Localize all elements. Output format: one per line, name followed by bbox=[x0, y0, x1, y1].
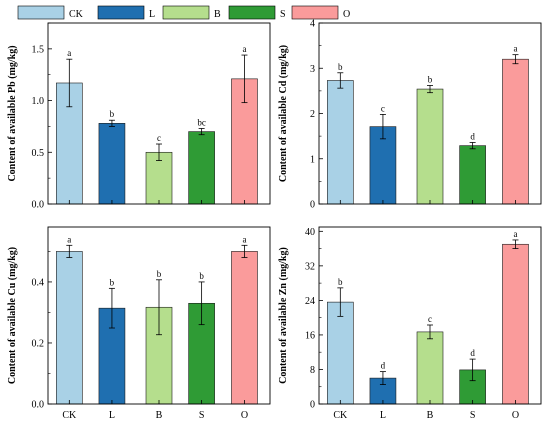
y-tick-label: 2 bbox=[310, 109, 315, 120]
significance-letter: d bbox=[470, 348, 475, 358]
legend-swatch bbox=[97, 5, 145, 20]
significance-letter: a bbox=[513, 229, 517, 239]
legend-label: S bbox=[280, 9, 286, 20]
significance-letter: b bbox=[199, 271, 204, 281]
legend-item-ck: CK bbox=[17, 5, 84, 20]
bar-s bbox=[188, 131, 215, 205]
legend-label: L bbox=[149, 9, 155, 20]
y-tick-label: 0.5 bbox=[32, 148, 45, 159]
x-tick-label: S bbox=[470, 410, 476, 421]
bar-ck bbox=[56, 251, 83, 405]
significance-letter: b bbox=[338, 62, 343, 72]
significance-letter: b bbox=[428, 74, 433, 84]
legend-swatch bbox=[291, 5, 339, 20]
legend-swatch bbox=[162, 5, 210, 20]
bar-l bbox=[98, 123, 126, 205]
y-tick-label: 4 bbox=[310, 19, 315, 30]
y-tick-label: 0 bbox=[310, 400, 315, 411]
y-axis-label: Content of available Cu (mg/kg) bbox=[7, 247, 18, 384]
significance-letter: b bbox=[157, 269, 162, 279]
y-tick-label: 0.0 bbox=[32, 200, 45, 211]
x-tick-label: B bbox=[156, 410, 163, 421]
legend-swatch bbox=[17, 5, 65, 20]
x-tick-label: B bbox=[427, 410, 434, 421]
bar-s bbox=[459, 145, 486, 205]
y-tick-label: 0 bbox=[310, 200, 315, 211]
y-tick-label: 16 bbox=[305, 330, 315, 341]
significance-letter: d bbox=[381, 361, 386, 371]
x-tick-label: S bbox=[199, 410, 205, 421]
legend-item-o: O bbox=[291, 5, 350, 20]
y-tick-label: 0.4 bbox=[32, 277, 45, 288]
y-tick-label: 40 bbox=[305, 227, 315, 238]
significance-letter: a bbox=[242, 44, 246, 54]
legend-item-b: B bbox=[162, 5, 221, 20]
significance-letter: c bbox=[428, 314, 432, 324]
x-tick-label: CK bbox=[333, 410, 348, 421]
significance-letter: bc bbox=[197, 117, 206, 127]
significance-letter: a bbox=[513, 44, 517, 54]
significance-letter: a bbox=[67, 234, 71, 244]
legend-label: B bbox=[214, 9, 221, 20]
y-axis-label: Content of available Pb (mg/kg) bbox=[7, 45, 18, 181]
legend-swatch bbox=[228, 5, 276, 20]
chart-panel-4: b d c d a 0 8 16 24 32 40 CK L B S O Content of availabl… bbox=[278, 226, 542, 421]
legend-item-s: S bbox=[228, 5, 286, 20]
significance-letter: b bbox=[110, 277, 115, 287]
y-tick-label: 8 bbox=[310, 365, 315, 376]
significance-letter: c bbox=[381, 103, 385, 113]
legend-item-l: L bbox=[97, 5, 155, 20]
significance-letter: a bbox=[242, 234, 246, 244]
y-tick-label: 0.0 bbox=[32, 400, 45, 411]
y-axis-label: Content of available Zn (mg/kg) bbox=[278, 247, 289, 384]
y-tick-label: 32 bbox=[305, 261, 315, 272]
y-tick-label: 3 bbox=[310, 64, 315, 75]
legend-label: CK bbox=[69, 9, 84, 20]
y-tick-label: 0.2 bbox=[32, 338, 45, 349]
bar-o bbox=[502, 243, 529, 405]
y-tick-label: 24 bbox=[305, 296, 315, 307]
y-axis-label: Content of available Cd (mg/kg) bbox=[278, 45, 289, 182]
bar-ck bbox=[327, 80, 354, 205]
significance-letter: c bbox=[157, 133, 161, 143]
x-tick-label: O bbox=[512, 410, 519, 421]
significance-letter: d bbox=[470, 131, 475, 141]
bar-l bbox=[369, 126, 397, 205]
significance-letter: a bbox=[67, 48, 71, 58]
y-tick-label: 1.0 bbox=[32, 96, 45, 107]
x-tick-label: L bbox=[109, 410, 115, 421]
bar-b bbox=[416, 331, 444, 405]
bar-b bbox=[416, 88, 444, 205]
bar-o bbox=[502, 58, 529, 205]
x-tick-label: L bbox=[380, 410, 386, 421]
significance-letter: b bbox=[338, 277, 343, 287]
y-tick-label: 1.5 bbox=[32, 44, 45, 55]
x-tick-label: CK bbox=[62, 410, 77, 421]
bar-o bbox=[231, 251, 258, 405]
chart-panel-2: b c b d a 0 1 2 3 4 Content of available Cd (mg/kg… bbox=[278, 19, 542, 211]
legend-label: O bbox=[343, 9, 350, 20]
y-tick-label: 1 bbox=[310, 154, 315, 165]
bar-ck bbox=[327, 301, 354, 405]
x-tick-label: O bbox=[241, 410, 248, 421]
chart-panel-3: a b b b a 0.0 0.2 0.4 CK L B S O Content of available… bbox=[7, 226, 271, 421]
significance-letter: b bbox=[110, 109, 115, 119]
